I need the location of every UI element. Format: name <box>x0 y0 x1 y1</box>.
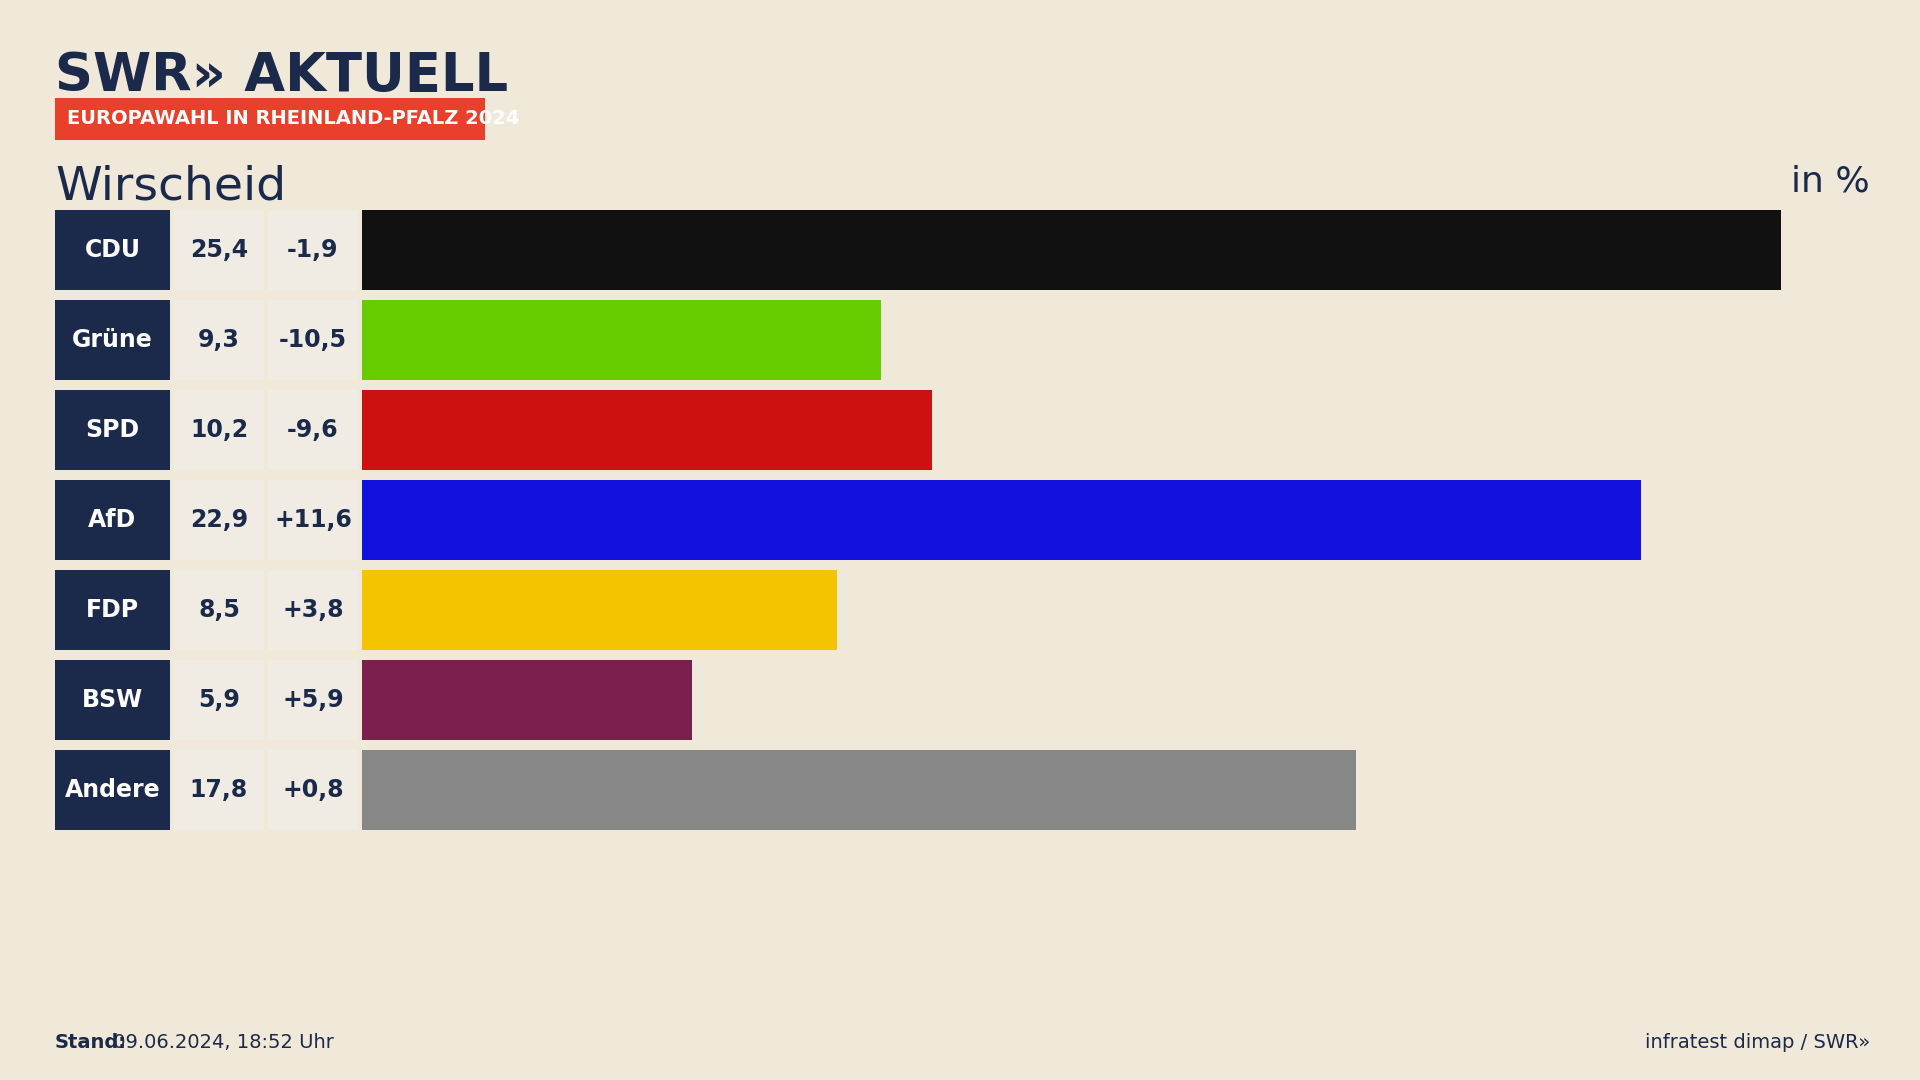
Text: Grüne: Grüne <box>73 328 154 352</box>
Bar <box>56 660 171 740</box>
Text: 17,8: 17,8 <box>190 778 248 802</box>
Bar <box>363 390 931 470</box>
Text: SPD: SPD <box>84 418 140 442</box>
Bar <box>175 480 265 561</box>
Bar <box>363 660 691 740</box>
Text: FDP: FDP <box>86 598 138 622</box>
Text: -10,5: -10,5 <box>278 328 348 352</box>
Bar <box>175 390 265 470</box>
Bar <box>175 750 265 831</box>
Bar <box>269 750 357 831</box>
Bar <box>56 750 171 831</box>
Bar <box>175 570 265 650</box>
Text: EUROPAWAHL IN RHEINLAND-PFALZ 2024: EUROPAWAHL IN RHEINLAND-PFALZ 2024 <box>67 109 520 129</box>
Bar <box>56 300 171 380</box>
Text: infratest dimap / SWR»: infratest dimap / SWR» <box>1645 1032 1870 1052</box>
Bar <box>363 300 881 380</box>
Text: -9,6: -9,6 <box>288 418 338 442</box>
Text: +0,8: +0,8 <box>282 778 344 802</box>
Bar <box>269 660 357 740</box>
Bar <box>269 390 357 470</box>
Text: Stand:: Stand: <box>56 1032 127 1052</box>
Text: Andere: Andere <box>65 778 159 802</box>
Text: in %: in % <box>1791 165 1870 199</box>
Bar <box>269 300 357 380</box>
Text: SWR» AKTUELL: SWR» AKTUELL <box>56 50 509 102</box>
Text: 10,2: 10,2 <box>190 418 248 442</box>
Text: AfD: AfD <box>88 508 136 532</box>
Text: +5,9: +5,9 <box>282 688 344 712</box>
Text: 22,9: 22,9 <box>190 508 248 532</box>
Bar <box>363 210 1780 291</box>
Text: +3,8: +3,8 <box>282 598 344 622</box>
Bar <box>56 98 486 140</box>
Bar <box>175 300 265 380</box>
Text: 8,5: 8,5 <box>198 598 240 622</box>
Text: +11,6: +11,6 <box>275 508 351 532</box>
Bar <box>269 570 357 650</box>
Bar <box>56 570 171 650</box>
Text: 5,9: 5,9 <box>198 688 240 712</box>
Bar <box>175 660 265 740</box>
Bar <box>363 480 1642 561</box>
Text: Wirscheid: Wirscheid <box>56 165 286 210</box>
Text: 25,4: 25,4 <box>190 238 248 262</box>
Text: BSW: BSW <box>83 688 144 712</box>
Bar <box>175 210 265 291</box>
Bar <box>363 750 1356 831</box>
Text: 9,3: 9,3 <box>198 328 240 352</box>
Bar <box>56 390 171 470</box>
Bar <box>269 210 357 291</box>
Bar <box>56 480 171 561</box>
Bar <box>269 480 357 561</box>
Bar <box>363 570 837 650</box>
Text: -1,9: -1,9 <box>288 238 338 262</box>
Text: 09.06.2024, 18:52 Uhr: 09.06.2024, 18:52 Uhr <box>108 1032 334 1052</box>
Text: CDU: CDU <box>84 238 140 262</box>
Bar <box>56 210 171 291</box>
